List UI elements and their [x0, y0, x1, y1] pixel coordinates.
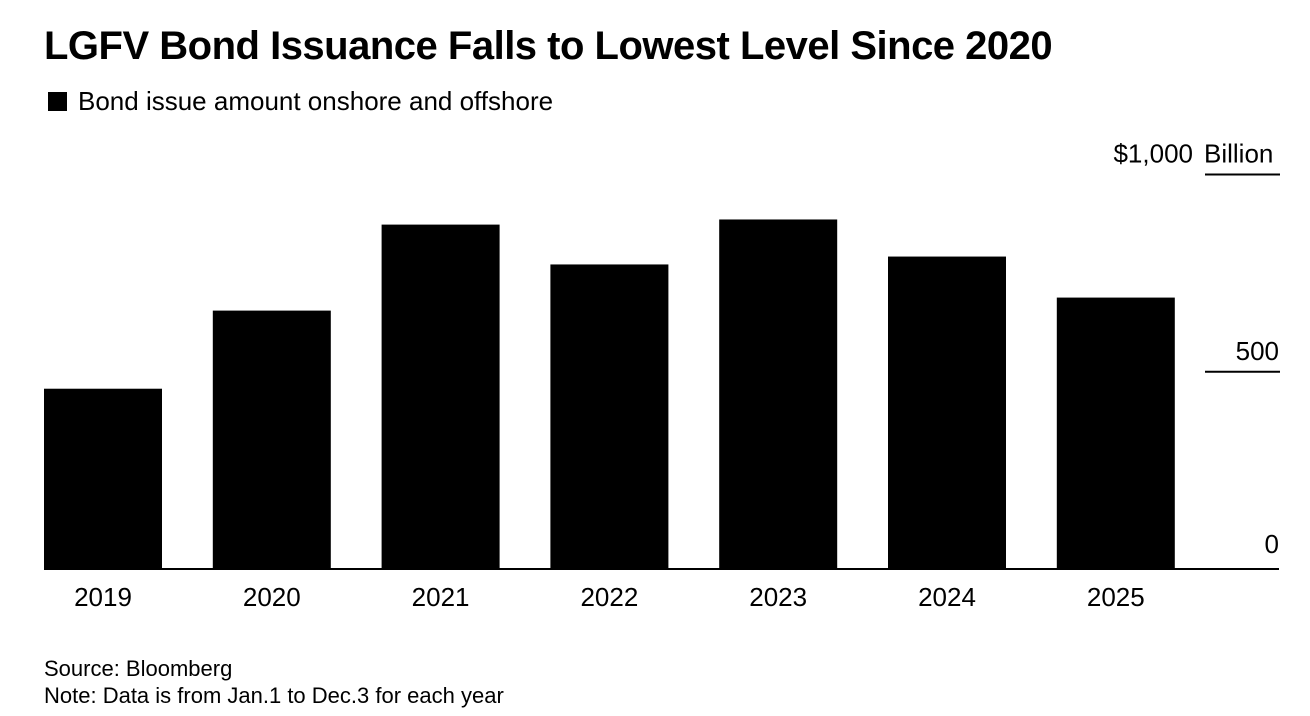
- bar-2025: [1056, 297, 1175, 569]
- data-note: Note: Data is from Jan.1 to Dec.3 for ea…: [44, 683, 504, 708]
- y-unit-label: Billion: [1204, 139, 1273, 169]
- x-tick-label-2022: 2022: [580, 582, 638, 612]
- legend-swatch: [48, 92, 67, 111]
- legend-label: Bond issue amount onshore and offshore: [78, 86, 554, 116]
- bar-2020: [212, 310, 331, 569]
- bar-2021: [381, 224, 500, 569]
- y-tick-label-0: 0: [1265, 529, 1279, 559]
- bar-2019: [44, 388, 162, 569]
- y-tick-label-1000: $1,000: [1113, 139, 1193, 169]
- bar-2022: [550, 264, 669, 569]
- x-tick-label-2025: 2025: [1087, 582, 1145, 612]
- chart-title: LGFV Bond Issuance Falls to Lowest Level…: [44, 24, 1053, 68]
- x-tick-label-2021: 2021: [412, 582, 470, 612]
- y-tick-label-500: 500: [1236, 336, 1279, 366]
- x-tick-label-2019: 2019: [74, 582, 132, 612]
- y-axis: 0 500 $1,000 Billion: [1113, 139, 1280, 559]
- x-tick-label-2020: 2020: [243, 582, 301, 612]
- legend: Bond issue amount onshore and offshore: [48, 86, 553, 117]
- bar-2023: [719, 219, 838, 569]
- x-tick-labels: 2019 2020 2021 2022 2023 2024 2025: [74, 582, 1145, 612]
- bars-group: [44, 219, 1175, 569]
- x-tick-label-2023: 2023: [749, 582, 807, 612]
- source-note: Source: Bloomberg: [44, 656, 233, 681]
- x-tick-label-2024: 2024: [918, 582, 976, 612]
- bar-2024: [888, 256, 1006, 569]
